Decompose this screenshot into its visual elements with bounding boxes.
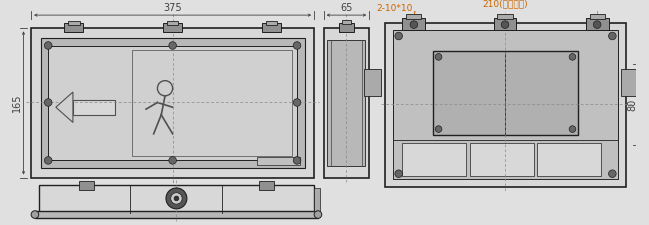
Bar — [341, 20, 351, 24]
Bar — [262, 23, 281, 32]
Bar — [265, 21, 277, 25]
Circle shape — [569, 126, 576, 132]
Text: 2-10*10: 2-10*10 — [376, 4, 412, 13]
Bar — [41, 38, 304, 168]
Circle shape — [44, 42, 52, 49]
Bar — [314, 188, 320, 211]
Bar — [406, 14, 421, 19]
Circle shape — [44, 157, 52, 164]
Bar — [393, 30, 618, 179]
Bar — [259, 181, 275, 190]
Circle shape — [171, 193, 182, 204]
Bar — [73, 100, 115, 115]
Text: 165: 165 — [12, 94, 21, 112]
Bar — [494, 18, 517, 30]
Bar — [167, 21, 178, 25]
Circle shape — [395, 32, 402, 40]
Bar — [132, 50, 292, 156]
Bar — [64, 23, 83, 32]
Circle shape — [593, 21, 601, 28]
Text: 65: 65 — [340, 3, 352, 13]
Circle shape — [169, 42, 177, 49]
Text: 210(壁挂孔距): 210(壁挂孔距) — [482, 0, 528, 9]
Circle shape — [293, 99, 301, 106]
Circle shape — [435, 54, 442, 60]
Bar — [433, 51, 578, 135]
Bar — [39, 185, 314, 213]
Bar — [328, 40, 365, 166]
Bar — [339, 23, 354, 32]
Bar — [537, 143, 601, 176]
Circle shape — [169, 157, 177, 164]
Bar — [363, 69, 380, 96]
Bar — [35, 211, 318, 218]
Bar — [621, 69, 638, 96]
Text: 80: 80 — [627, 98, 637, 110]
Circle shape — [501, 21, 509, 28]
Text: 375: 375 — [164, 3, 182, 13]
Circle shape — [609, 170, 616, 178]
Bar — [257, 157, 300, 165]
Circle shape — [609, 32, 616, 40]
Circle shape — [293, 157, 301, 164]
Circle shape — [44, 99, 52, 106]
Circle shape — [435, 126, 442, 132]
Circle shape — [166, 188, 187, 209]
Circle shape — [569, 54, 576, 60]
Circle shape — [410, 21, 418, 28]
Bar — [497, 14, 513, 19]
Bar — [163, 23, 182, 32]
Ellipse shape — [314, 211, 322, 218]
Bar — [68, 21, 80, 25]
Circle shape — [293, 42, 301, 49]
Bar — [586, 18, 609, 30]
Bar — [79, 181, 94, 190]
Bar — [386, 23, 626, 187]
Bar — [324, 28, 369, 178]
Bar — [31, 28, 314, 178]
Ellipse shape — [31, 211, 39, 218]
Polygon shape — [56, 92, 73, 122]
Bar — [402, 18, 425, 30]
Bar — [589, 14, 605, 19]
Bar — [393, 140, 618, 179]
Bar — [470, 143, 533, 176]
Circle shape — [395, 170, 402, 178]
Bar — [48, 45, 297, 160]
Bar — [402, 143, 466, 176]
Circle shape — [174, 196, 179, 201]
